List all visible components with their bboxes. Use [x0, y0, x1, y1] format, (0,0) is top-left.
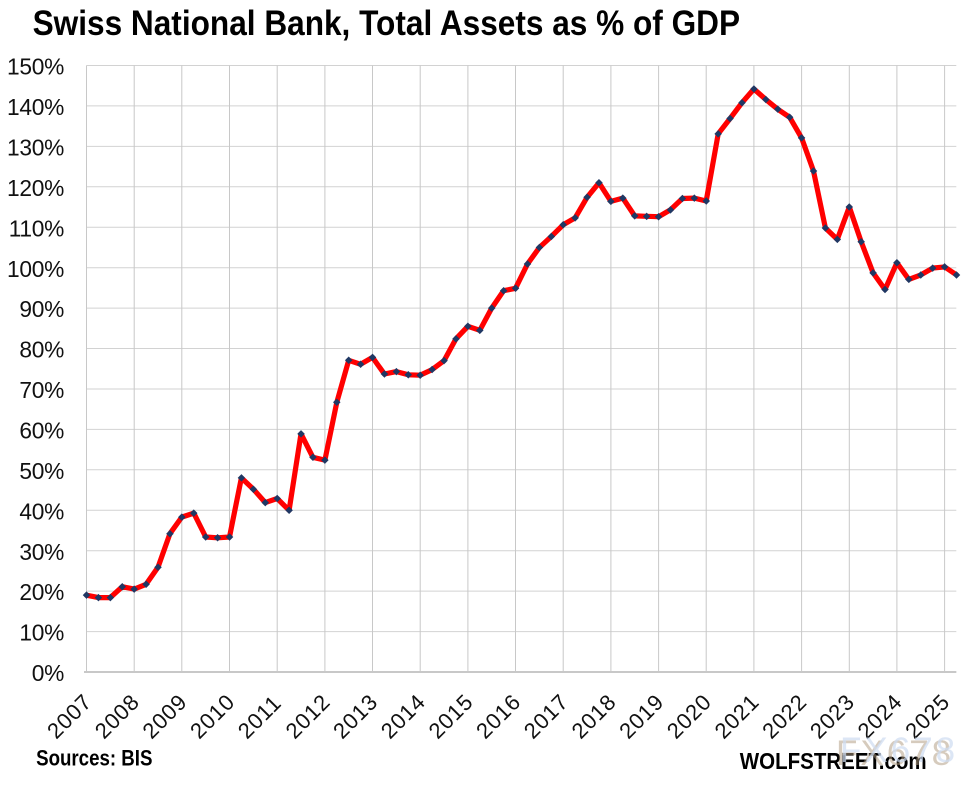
svg-text:FX678: FX678	[836, 734, 954, 773]
svg-text:WOLFSTREET.com: WOLFSTREET.com	[740, 748, 927, 775]
svg-text:30%: 30%	[19, 538, 64, 564]
svg-text:100%: 100%	[7, 255, 64, 281]
svg-text:120%: 120%	[7, 175, 64, 201]
svg-text:90%: 90%	[19, 296, 64, 322]
svg-text:10%: 10%	[19, 619, 64, 645]
svg-text:FX678: FX678	[840, 731, 958, 770]
svg-text:110%: 110%	[9, 215, 64, 241]
svg-text:40%: 40%	[19, 498, 64, 524]
svg-text:Sources: BIS: Sources: BIS	[36, 747, 152, 771]
svg-text:50%: 50%	[19, 458, 64, 484]
svg-text:80%: 80%	[19, 336, 64, 362]
svg-text:20%: 20%	[19, 579, 64, 605]
svg-text:130%: 130%	[7, 134, 64, 160]
svg-text:150%: 150%	[7, 53, 64, 79]
svg-text:60%: 60%	[19, 417, 64, 443]
svg-text:140%: 140%	[7, 94, 64, 120]
svg-text:0%: 0%	[32, 660, 64, 686]
svg-text:70%: 70%	[19, 377, 64, 403]
svg-text:Swiss National Bank, Total Ass: Swiss National Bank, Total Assets as % o…	[33, 5, 740, 44]
